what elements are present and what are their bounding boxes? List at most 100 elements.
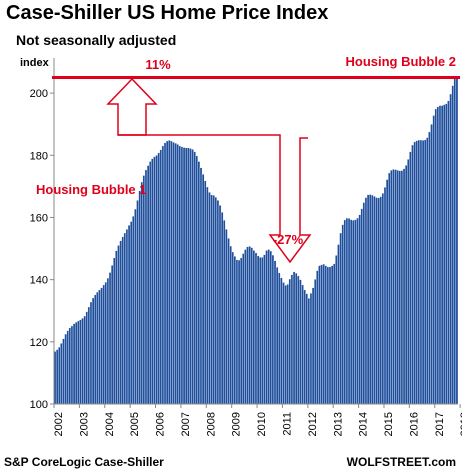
x-tick-label: 2016 — [408, 412, 420, 436]
x-tick-label: 2004 — [104, 412, 116, 436]
bar — [297, 275, 300, 405]
x-tick-label: 2003 — [78, 412, 90, 436]
pct-up-label: 11% — [145, 57, 171, 72]
bar — [423, 139, 427, 405]
y-tick-label: 160 — [30, 212, 48, 224]
bar — [235, 259, 239, 405]
bar — [74, 322, 78, 405]
bar — [311, 287, 315, 405]
bar — [407, 159, 410, 405]
bar — [151, 158, 154, 405]
bar — [55, 349, 59, 405]
bar — [212, 195, 215, 405]
bar — [453, 78, 457, 405]
bar — [142, 175, 146, 405]
bar — [208, 192, 211, 405]
bar — [246, 246, 249, 405]
bar — [197, 161, 201, 405]
bar — [227, 238, 230, 405]
y-tick-label: 100 — [30, 399, 48, 411]
x-tick-label: 2015 — [383, 412, 395, 436]
bar — [447, 100, 450, 405]
bar — [337, 244, 340, 405]
bar — [168, 140, 171, 405]
y-tick-label: 120 — [30, 337, 48, 349]
bar — [121, 236, 124, 405]
bar — [225, 229, 228, 405]
x-tick-label: 2010 — [256, 412, 268, 436]
bar — [64, 333, 67, 405]
bar — [81, 318, 84, 405]
bar — [165, 140, 169, 405]
bar — [434, 108, 438, 405]
bar — [239, 257, 243, 405]
bar — [85, 311, 89, 405]
bar — [330, 265, 334, 405]
arrow-up-icon — [106, 77, 158, 136]
bar — [388, 172, 391, 405]
bar — [161, 145, 165, 405]
bar — [352, 220, 355, 405]
bar — [218, 205, 222, 405]
bar — [421, 140, 425, 405]
bar — [66, 330, 69, 405]
bar — [354, 219, 357, 405]
bar — [172, 142, 175, 405]
bar — [244, 249, 247, 405]
bar — [294, 272, 298, 405]
bar — [210, 194, 213, 405]
bar — [94, 294, 97, 405]
bar — [371, 194, 374, 405]
bar — [100, 287, 103, 405]
bar — [377, 197, 380, 405]
bar — [233, 256, 237, 405]
bar — [127, 225, 131, 405]
bar — [193, 151, 196, 405]
bar — [282, 282, 285, 405]
bar — [316, 270, 319, 405]
bar — [89, 301, 93, 405]
bar — [136, 200, 139, 405]
x-tick-label: 2008 — [205, 412, 217, 436]
bar — [360, 208, 363, 405]
bar — [349, 219, 353, 405]
bar — [129, 221, 133, 405]
bar — [170, 140, 173, 405]
bar — [108, 272, 112, 405]
bar — [290, 274, 294, 405]
bar — [366, 194, 370, 405]
source-credit: S&P CoreLogic Case-Shiller — [4, 455, 164, 469]
y-tick-label: 180 — [30, 150, 48, 162]
bar — [443, 104, 446, 405]
x-tick-label: 2009 — [231, 412, 243, 436]
bar — [322, 263, 325, 405]
bar — [62, 338, 65, 405]
bar — [383, 187, 387, 405]
bar — [248, 246, 251, 405]
bar — [301, 284, 304, 405]
bar — [341, 224, 344, 405]
bar — [201, 174, 205, 405]
bar — [313, 279, 317, 405]
bar — [83, 315, 86, 405]
bar — [206, 186, 209, 405]
x-tick-label: 2011 — [282, 412, 294, 436]
bar — [187, 147, 190, 405]
bar — [335, 255, 338, 405]
bar — [159, 149, 163, 405]
bar — [445, 103, 448, 405]
bar — [237, 259, 241, 405]
bar — [87, 306, 91, 405]
arrow-down-icon — [146, 134, 312, 264]
x-tick-label: 2005 — [129, 412, 141, 436]
bar — [438, 105, 442, 405]
bar — [292, 271, 296, 405]
bar — [394, 169, 397, 405]
y-tick-label: 200 — [30, 88, 48, 100]
x-tick-label: 2007 — [180, 412, 192, 436]
chart-subtitle: Not seasonally adjusted — [16, 32, 177, 48]
bar — [299, 279, 302, 405]
bar — [396, 170, 399, 405]
bar — [174, 142, 177, 405]
x-tick-label: 2018 — [459, 412, 462, 436]
